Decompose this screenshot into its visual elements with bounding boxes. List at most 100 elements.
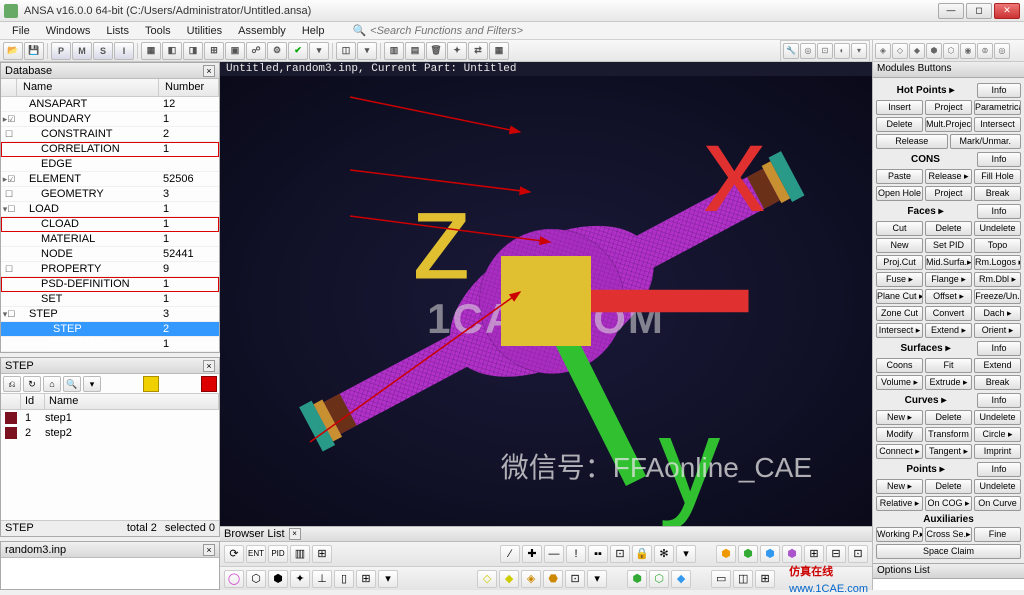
bottom-icon[interactable]: ⊞	[312, 545, 332, 563]
module-button[interactable]: Zone Cut	[876, 306, 923, 321]
module-button[interactable]: Flange ▸	[925, 272, 972, 287]
bottom-icon[interactable]: ▪▪	[588, 545, 608, 563]
table-row[interactable]: STEP2	[1, 322, 219, 337]
db-col-check[interactable]	[1, 79, 17, 96]
row-checkbox[interactable]: ▾☐	[1, 204, 17, 215]
tool-icon[interactable]: ▤	[405, 42, 425, 60]
view-icon[interactable]: ◎	[800, 43, 816, 59]
module-button[interactable]: Proj.Cut	[876, 255, 923, 270]
row-checkbox[interactable]: ☐	[1, 264, 17, 275]
maximize-button[interactable]: ◻	[966, 3, 992, 19]
view-icon[interactable]: 🔧	[783, 43, 799, 59]
module-button[interactable]: Delete	[925, 221, 972, 236]
search-input[interactable]	[370, 25, 550, 37]
tool-icon[interactable]: 🗑	[426, 42, 446, 60]
module-button[interactable]: Tangent ▸	[925, 444, 972, 459]
table-row[interactable]: ANSAPART12	[1, 97, 219, 112]
info-button[interactable]: Info	[977, 462, 1021, 477]
step-swatch-icon[interactable]	[143, 376, 159, 392]
bottom-icon[interactable]: ✻	[654, 545, 674, 563]
module-button[interactable]: New ▸	[876, 410, 923, 425]
tool-icon[interactable]: ⇄	[468, 42, 488, 60]
module-button[interactable]: Freeze/Un.	[974, 289, 1021, 304]
menu-windows[interactable]: Windows	[38, 25, 99, 37]
module-button[interactable]: Circle ▸	[974, 427, 1021, 442]
menu-utilities[interactable]: Utilities	[179, 25, 230, 37]
menu-file[interactable]: File	[4, 25, 38, 37]
module-button[interactable]: Delete	[925, 479, 972, 494]
table-row[interactable]: STEP MAN...1	[1, 337, 219, 352]
bottom-icon[interactable]: ⬡	[649, 570, 669, 588]
menu-help[interactable]: Help	[294, 25, 333, 37]
bottom-icon[interactable]: ⊞	[755, 570, 775, 588]
tool-icon[interactable]: ☍	[246, 42, 266, 60]
module-button[interactable]: New	[876, 238, 923, 253]
row-checkbox[interactable]: ☐	[1, 129, 17, 140]
module-button[interactable]: Undelete	[974, 479, 1021, 494]
view-icon[interactable]: ◆	[909, 43, 925, 59]
table-row[interactable]: ▾☐LOAD1	[1, 202, 219, 217]
module-button[interactable]: Break	[974, 375, 1021, 390]
bottom-icon[interactable]: ▥	[290, 545, 310, 563]
module-button[interactable]: Plane Cut ▸	[876, 289, 923, 304]
info-button[interactable]: Info	[977, 204, 1021, 219]
info-button[interactable]: Info	[977, 393, 1021, 408]
bottom-icon[interactable]: ▾	[378, 570, 398, 588]
tool-icon[interactable]: ▣	[225, 42, 245, 60]
tool-p[interactable]: P	[51, 42, 71, 60]
bottom-icon[interactable]: ✦	[290, 570, 310, 588]
view-icon[interactable]: ▾	[851, 43, 867, 59]
bottom-icon[interactable]: ◫	[733, 570, 753, 588]
panel-close-icon[interactable]: ×	[203, 65, 215, 77]
table-row[interactable]: NODE52441	[1, 247, 219, 262]
bottom-icon[interactable]: ⬢	[782, 545, 802, 563]
module-button[interactable]: Parametrical	[974, 100, 1021, 115]
module-button[interactable]: Project	[925, 100, 972, 115]
module-button[interactable]: Paste	[876, 169, 923, 184]
table-row[interactable]: SET1	[1, 292, 219, 307]
table-row[interactable]: ▸☑BOUNDARY1	[1, 112, 219, 127]
bottom-icon[interactable]: 🔒	[632, 545, 652, 563]
row-checkbox[interactable]: ▾☐	[1, 309, 17, 320]
module-button[interactable]: Mid.Surfa.▸	[925, 255, 972, 270]
tool-icon[interactable]: ▦	[141, 42, 161, 60]
table-row[interactable]: CLOAD1	[1, 217, 219, 232]
view-icon[interactable]: ⬡	[943, 43, 959, 59]
step-tool-icon[interactable]: 🔍	[63, 376, 81, 392]
table-row[interactable]: ▸☑ELEMENT52506	[1, 172, 219, 187]
bottom-icon[interactable]: ◆	[671, 570, 691, 588]
module-button[interactable]: Project	[925, 186, 972, 201]
bottom-icon[interactable]: ⊥	[312, 570, 332, 588]
bottom-icon[interactable]: ▯	[334, 570, 354, 588]
module-button[interactable]: Intersect	[974, 117, 1021, 132]
bottom-icon[interactable]: ⊟	[826, 545, 846, 563]
module-button[interactable]: Set PID	[925, 238, 972, 253]
module-button[interactable]: Delete	[925, 410, 972, 425]
bottom-icon[interactable]: ⊡	[848, 545, 868, 563]
module-button[interactable]: Rm.Logos ▸	[974, 255, 1021, 270]
module-button[interactable]: Insert	[876, 100, 923, 115]
bottom-icon[interactable]: PID	[268, 545, 288, 563]
module-button[interactable]: Volume ▸	[876, 375, 923, 390]
tool-icon[interactable]: ▥	[384, 42, 404, 60]
module-button[interactable]: Delete	[876, 117, 923, 132]
browser-close-icon[interactable]: ×	[289, 528, 301, 540]
tool-icon[interactable]: ✦	[447, 42, 467, 60]
db-col-name[interactable]: Name	[17, 79, 159, 96]
tool-i[interactable]: I	[114, 42, 134, 60]
module-button[interactable]: Orient ▸	[974, 323, 1021, 338]
info-button[interactable]: Info	[977, 83, 1021, 98]
module-button[interactable]: Break	[974, 186, 1021, 201]
module-button[interactable]: Fit	[925, 358, 972, 373]
table-row[interactable]: PSD-DEFINITION1	[1, 277, 219, 292]
module-button[interactable]: Fuse ▸	[876, 272, 923, 287]
bottom-icon[interactable]: ⬢	[716, 545, 736, 563]
module-button[interactable]: Relative ▸	[876, 496, 923, 511]
bottom-icon[interactable]: ⊞	[356, 570, 376, 588]
module-button[interactable]: Release	[876, 134, 948, 149]
step-col-name[interactable]: Name	[45, 394, 219, 409]
bottom-icon[interactable]: ⬣	[543, 570, 563, 588]
bottom-icon[interactable]: ◈	[521, 570, 541, 588]
bottom-icon[interactable]: ⊡	[610, 545, 630, 563]
bottom-icon[interactable]: ⬢	[268, 570, 288, 588]
